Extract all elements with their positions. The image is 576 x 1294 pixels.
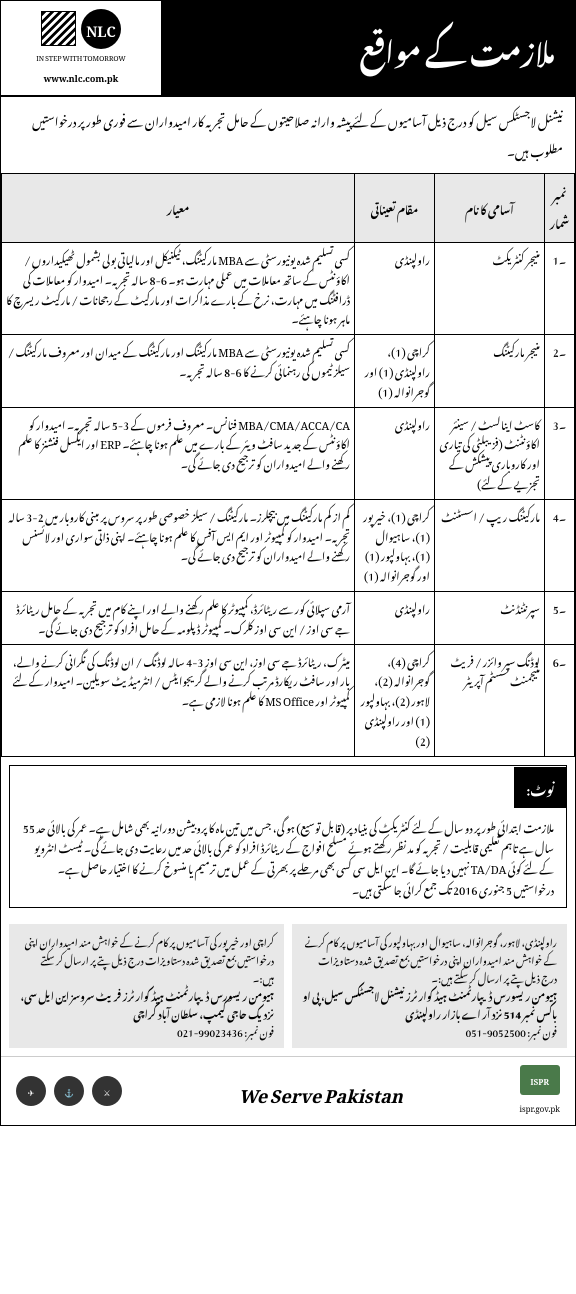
logo-circle: NLC: [81, 9, 121, 49]
table-row: ۔2منیجر مارکیٹنگکراچی (1)، راولپنڈی (1) …: [2, 335, 575, 407]
logo-stripes-icon: [41, 11, 76, 46]
table-header-row: نمبر شمار آسامی کا نام مقام تعیناتی معیا…: [2, 174, 575, 243]
address-text: کراچی اور خیرپور کی آسامیوں پر کام کرنے …: [19, 932, 274, 986]
cell-criteria: کسی تسلیم شدہ یونیورسٹی سے MBA مارکیٹنگ،…: [2, 243, 355, 335]
cell-criteria: آرمی سپلائی کور سے ریٹائرڈ، کمپیوٹر کا ع…: [2, 591, 355, 644]
ispr-logo: ISPR ispr.gov.pk: [519, 1065, 560, 1117]
intro-text: نیشنل لاجسٹکس سیل کو درج ذیل آسامیوں کے …: [1, 97, 575, 173]
cell-location: راولپنڈی: [355, 243, 435, 335]
table-row: ۔5سپرنٹنڈنٹراولپنڈیآرمی سپلائی کور سے ری…: [2, 591, 575, 644]
col-post: آسامی کا نام: [435, 174, 545, 243]
col-sno: نمبر شمار: [545, 174, 575, 243]
cell-location: کراچی (1)، خیرپور (1)، ساہیوال (1)، بہاو…: [355, 499, 435, 591]
nlc-logo: NLC: [6, 9, 156, 49]
cell-location: کراچی (1)، راولپنڈی (1) اور گوجرانوالہ (…: [355, 335, 435, 407]
footer: ISPR ispr.gov.pk We Serve Pakistan ⚔ ⚓ ✈: [1, 1056, 575, 1125]
cell-post: سپرنٹنڈنٹ: [435, 591, 545, 644]
ad-container: ملازمت کے مواقع NLC IN STEP WITH TOMORRO…: [0, 0, 576, 1126]
footer-logos: ⚔ ⚓ ✈: [16, 1076, 122, 1106]
cell-post: لوڈنگ سپر وائزر / فریٹ منیجمنٹ سسٹم آپری…: [435, 644, 545, 756]
cell-sno: ۔6: [545, 644, 575, 756]
logo-section: NLC IN STEP WITH TOMORROW www.nlc.com.pk: [1, 4, 161, 93]
main-title: ملازمت کے مواقع: [161, 1, 575, 95]
cell-criteria: کسی تسلیم شدہ یونیورسٹی سے MBA مارکیٹنگ …: [2, 335, 355, 407]
army-logo-icon: ⚔: [92, 1076, 122, 1106]
cell-sno: ۔5: [545, 591, 575, 644]
cell-sno: ۔1: [545, 243, 575, 335]
ispr-url: ispr.gov.pk: [519, 1097, 560, 1117]
table-row: ۔1منیجر کنٹریکٹراولپنڈیکسی تسلیم شدہ یون…: [2, 243, 575, 335]
address-dept: ہیومن ریسورس ڈیپارٹمنٹ ہیڈ کوارٹرز فریٹ …: [19, 986, 274, 1022]
table-row: ۔4مارکیٹنگ ریپ / اسسٹنٹکراچی (1)، خیرپور…: [2, 499, 575, 591]
header: ملازمت کے مواقع NLC IN STEP WITH TOMORRO…: [1, 1, 575, 97]
address-text: راولپنڈی، لاہور، گوجرانوالہ، ساہیوال اور…: [302, 932, 557, 986]
cell-post: منیجر کنٹریکٹ: [435, 243, 545, 335]
cell-post: مارکیٹنگ ریپ / اسسٹنٹ: [435, 499, 545, 591]
address-section: راولپنڈی، لاہور، گوجرانوالہ، ساہیوال اور…: [1, 916, 575, 1056]
cell-location: راولپنڈی: [355, 407, 435, 499]
footer-motto: We Serve Pakistan: [239, 1069, 403, 1114]
cell-location: کراچی (4)، گوجرانوالہ (2)، لاہور (2)، بہ…: [355, 644, 435, 756]
cell-criteria: MBA/CMA/ACCA/CA فنانس۔ معروف فرموں کے 3-…: [2, 407, 355, 499]
navy-logo-icon: ⚓: [54, 1076, 84, 1106]
note-label: نوٹ:: [514, 767, 566, 808]
address-box: کراچی اور خیرپور کی آسامیوں پر کام کرنے …: [9, 924, 284, 1048]
airforce-logo-icon: ✈: [16, 1076, 46, 1106]
cell-post: کاسٹ اینالسٹ / سینئر اکاؤنٹنٹ (فزیبلٹی ک…: [435, 407, 545, 499]
address-dept: ہیومن ریسورس ڈیپارٹمنٹ ہیڈ کوارٹرز نیشنل…: [302, 986, 557, 1022]
col-location: مقام تعیناتی: [355, 174, 435, 243]
col-criteria: معیار: [2, 174, 355, 243]
cell-criteria: میٹرک، ریٹائرڈ جے سی اوز، این سی اوز 3-4…: [2, 644, 355, 756]
cell-sno: ۔4: [545, 499, 575, 591]
address-box: راولپنڈی، لاہور، گوجرانوالہ، ساہیوال اور…: [292, 924, 567, 1048]
table-row: ۔6لوڈنگ سپر وائزر / فریٹ منیجمنٹ سسٹم آپ…: [2, 644, 575, 756]
note-box: نوٹ: ملازمت ابتدائی طور پر دو سال کے لئے…: [9, 765, 567, 909]
cell-location: راولپنڈی: [355, 591, 435, 644]
table-row: ۔3کاسٹ اینالسٹ / سینئر اکاؤنٹنٹ (فزیبلٹی…: [2, 407, 575, 499]
jobs-table: نمبر شمار آسامی کا نام مقام تعیناتی معیا…: [1, 173, 575, 757]
note-body: ملازمت ابتدائی طور پر دو سال کے لئے کنٹر…: [10, 808, 566, 908]
logo-tagline: IN STEP WITH TOMORROW: [6, 49, 156, 66]
cell-post: منیجر مارکیٹنگ: [435, 335, 545, 407]
ispr-box: ISPR: [520, 1065, 560, 1095]
cell-sno: ۔3: [545, 407, 575, 499]
cell-criteria: کم از کم مارکیٹنگ میں بیچلرز۔ مارکیٹنگ /…: [2, 499, 355, 591]
cell-sno: ۔2: [545, 335, 575, 407]
logo-url: www.nlc.com.pk: [6, 66, 156, 88]
